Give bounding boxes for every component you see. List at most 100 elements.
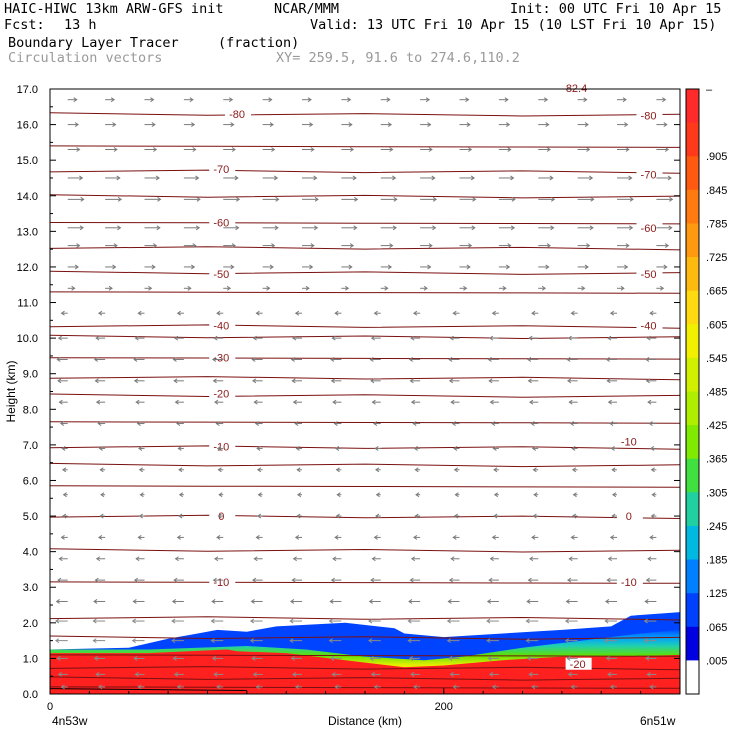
vector-head: [448, 577, 454, 583]
vector-head: [489, 556, 494, 562]
colorbar-swatch: [686, 458, 699, 493]
vector-head: [334, 534, 339, 540]
vector-head: [113, 243, 118, 249]
vector-head: [305, 285, 310, 291]
vector-head: [389, 147, 394, 152]
vector-head: [172, 357, 177, 362]
vector-head: [649, 534, 654, 540]
vector-head: [628, 175, 633, 181]
y-tick-label: 6.0: [23, 475, 38, 487]
vector-head: [307, 97, 312, 103]
vector-head: [212, 378, 217, 384]
vector-head: [294, 534, 300, 540]
vector-head: [290, 357, 295, 362]
vector-head: [650, 513, 655, 519]
vector-head: [609, 421, 614, 426]
vector-head: [73, 97, 78, 103]
vector-head: [92, 638, 97, 644]
vector-head: [669, 196, 674, 202]
vector-head: [568, 556, 573, 562]
vector-head: [332, 399, 337, 405]
vector-head: [136, 421, 141, 426]
vector-head: [566, 655, 571, 661]
vector-head: [133, 357, 138, 362]
vector-head: [409, 577, 414, 583]
vector-head: [134, 672, 139, 677]
cross-section-endpoints: XY= 259.5, 91.6 to 274.6,110.2: [276, 50, 520, 66]
vector-head: [505, 264, 511, 270]
vector-head: [564, 618, 570, 624]
isotherm-line: [49, 686, 681, 689]
vector-head: [488, 335, 494, 341]
vector-head: [153, 147, 158, 152]
colorbar-swatch: [686, 559, 699, 594]
vector-head: [453, 446, 458, 451]
field-units: (fraction): [218, 35, 300, 51]
vector-head: [492, 446, 497, 451]
vector-head: [525, 638, 530, 644]
vector-head: [94, 577, 99, 583]
contour-label: -60: [213, 217, 229, 229]
vector-head: [505, 122, 511, 128]
vector-head: [414, 467, 419, 473]
contour-label: -80: [229, 109, 245, 121]
forecast-label: Fcst:: [4, 17, 45, 33]
vector-head: [409, 378, 414, 384]
y-tick-label: 3.0: [23, 582, 38, 594]
vector-head: [216, 446, 222, 451]
colorbar-label: .545: [706, 353, 727, 365]
vector-head: [454, 492, 459, 498]
vector-head: [173, 672, 179, 677]
vector-head: [61, 446, 66, 451]
vector-head: [336, 492, 341, 498]
vector-head: [428, 243, 433, 249]
contour-label-bg: [636, 168, 663, 181]
isotherm-line: [49, 635, 681, 640]
colorbar-label: .065: [706, 622, 727, 634]
vectors-label: Circulation vectors: [8, 50, 163, 66]
vector-head: [410, 556, 416, 562]
vector-head: [625, 243, 630, 249]
y-tick-label: 17.0: [17, 84, 38, 96]
vector-head: [93, 599, 98, 604]
vector-head: [645, 378, 650, 384]
vector-head: [624, 264, 629, 270]
vector-head: [171, 618, 176, 624]
vector-head: [668, 225, 673, 231]
vector-head: [373, 684, 378, 690]
vector-head: [289, 618, 294, 624]
vector-head: [217, 513, 222, 519]
vector-head: [432, 225, 437, 231]
vector-head: [252, 672, 257, 677]
colorbar-swatch: [686, 223, 699, 258]
isotherm-line: [49, 548, 681, 553]
contour-label-bg: [616, 510, 643, 523]
colorbar-label: .785: [706, 218, 727, 230]
vector-head: [95, 335, 100, 341]
contour-label-bg: [636, 268, 663, 281]
vector-head: [491, 310, 496, 316]
vector-head: [60, 534, 65, 540]
y-tick-label: 12.0: [17, 262, 38, 274]
vector-head: [211, 655, 217, 661]
vector-head: [389, 243, 394, 249]
vector-head: [99, 467, 104, 473]
isotherm-line: [49, 616, 681, 621]
contour-label: -20: [570, 659, 586, 671]
vector-head: [231, 243, 236, 249]
vector-head: [289, 638, 294, 644]
vector-head: [275, 196, 280, 202]
isotherm-line: [49, 462, 681, 468]
y-tick-label: 11.0: [17, 298, 38, 310]
colorbar-label: .185: [706, 555, 727, 567]
vector-head: [564, 638, 570, 644]
vector-head: [527, 577, 532, 583]
vector-head: [60, 684, 65, 690]
vector-head: [529, 556, 534, 562]
y-tick-label: 13.0: [17, 226, 38, 238]
colorbar-label: .905: [706, 151, 727, 163]
vector-head: [584, 264, 589, 270]
vector-head: [368, 618, 373, 624]
isotherm-contours: -80 -80 -70 -70 -60 -60 -50 -50 -40 -40 -30 -20 -10 -…: [49, 83, 681, 689]
vector-head: [373, 310, 378, 316]
